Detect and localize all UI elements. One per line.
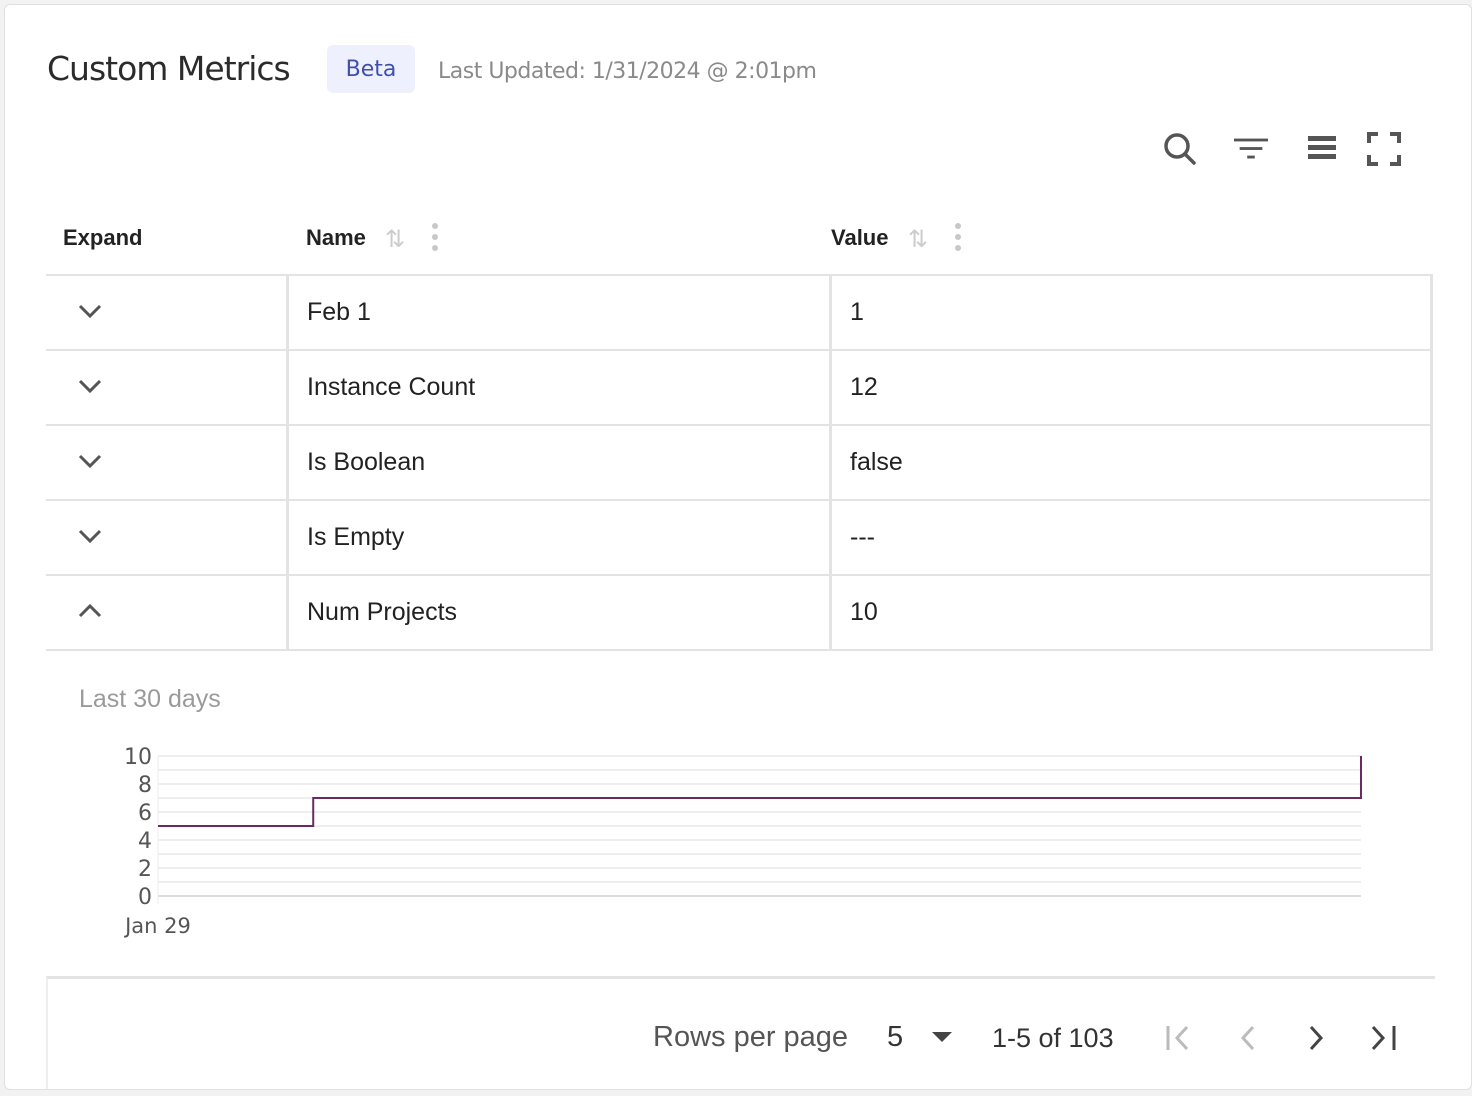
rows-per-page-label: Rows per page (653, 1021, 849, 1053)
chart-subtitle: Last 30 days (79, 685, 221, 713)
chevron-up-icon[interactable] (78, 598, 102, 627)
value-cell: 12 (830, 349, 1433, 426)
value-cell: --- (830, 499, 1433, 576)
custom-metrics-card: Custom Metrics Beta Last Updated: 1/31/2… (4, 4, 1472, 1090)
y-tick-label: 0 (138, 885, 152, 910)
filter-button[interactable] (1233, 131, 1269, 167)
expand-cell (46, 349, 289, 426)
column-menu-icon[interactable] (955, 223, 961, 256)
density-icon (1308, 136, 1336, 159)
first-page-icon[interactable] (1165, 1023, 1195, 1058)
chevron-down-icon[interactable] (78, 448, 102, 477)
next-page-icon[interactable] (1303, 1023, 1333, 1058)
table-row: Num Projects 10 (46, 574, 1433, 651)
chevron-down-icon[interactable] (78, 523, 102, 552)
table-row: Is Boolean false (46, 424, 1433, 501)
sort-icon[interactable]: ⇅ (385, 226, 406, 253)
expand-cell (46, 499, 289, 576)
expand-cell (46, 424, 289, 501)
value-cell: false (830, 424, 1433, 501)
value-cell: 10 (830, 574, 1433, 651)
name-cell: Is Empty (287, 499, 832, 576)
y-tick-label: 4 (138, 829, 152, 854)
page-title: Custom Metrics (47, 49, 291, 88)
metrics-table: Feb 1 1 Instance Count 12 Is Boolean fal… (46, 274, 1433, 651)
metric-chart: 0 2 4 6 8 10 Jan 29 (123, 745, 1362, 938)
series-line (158, 756, 1362, 827)
y-tick-label: 8 (138, 773, 152, 798)
search-button[interactable] (1162, 131, 1198, 167)
caret-down-icon[interactable] (932, 1031, 952, 1049)
column-header-value[interactable]: Value (831, 225, 889, 250)
last-updated: Last Updated: 1/31/2024 @ 2:01pm (438, 59, 817, 84)
column-header-expand: Expand (63, 225, 143, 250)
page-range: 1-5 of 103 (992, 1023, 1114, 1053)
chevron-down-icon[interactable] (78, 298, 102, 327)
column-menu-icon[interactable] (432, 223, 438, 256)
sort-icon[interactable]: ⇅ (908, 226, 929, 253)
column-header-name[interactable]: Name (306, 225, 366, 250)
beta-badge: Beta (327, 45, 415, 93)
name-cell: Feb 1 (287, 274, 832, 351)
filter-icon (1233, 138, 1269, 159)
expand-cell (46, 274, 289, 351)
value-cell: 1 (830, 274, 1433, 351)
table-row: Feb 1 1 (46, 274, 1433, 351)
y-tick-label: 10 (124, 745, 152, 770)
name-cell: Is Boolean (287, 424, 832, 501)
x-tick-label: Jan 29 (123, 914, 191, 938)
last-page-icon[interactable] (1369, 1023, 1399, 1058)
rows-per-page-select[interactable]: 5 (887, 1021, 904, 1053)
density-button[interactable] (1304, 131, 1340, 167)
y-tick-label: 6 (138, 801, 152, 826)
chevron-down-icon[interactable] (78, 373, 102, 402)
name-cell: Num Projects (287, 574, 832, 651)
name-cell: Instance Count (287, 349, 832, 426)
fullscreen-icon (1367, 132, 1401, 166)
search-icon (1164, 133, 1196, 165)
y-tick-label: 2 (138, 857, 152, 882)
prev-page-icon[interactable] (1235, 1023, 1265, 1058)
pagination-footer (46, 976, 1435, 1089)
table-row: Instance Count 12 (46, 349, 1433, 426)
fullscreen-button[interactable] (1366, 131, 1402, 167)
table-row: Is Empty --- (46, 499, 1433, 576)
expand-cell (46, 574, 289, 651)
